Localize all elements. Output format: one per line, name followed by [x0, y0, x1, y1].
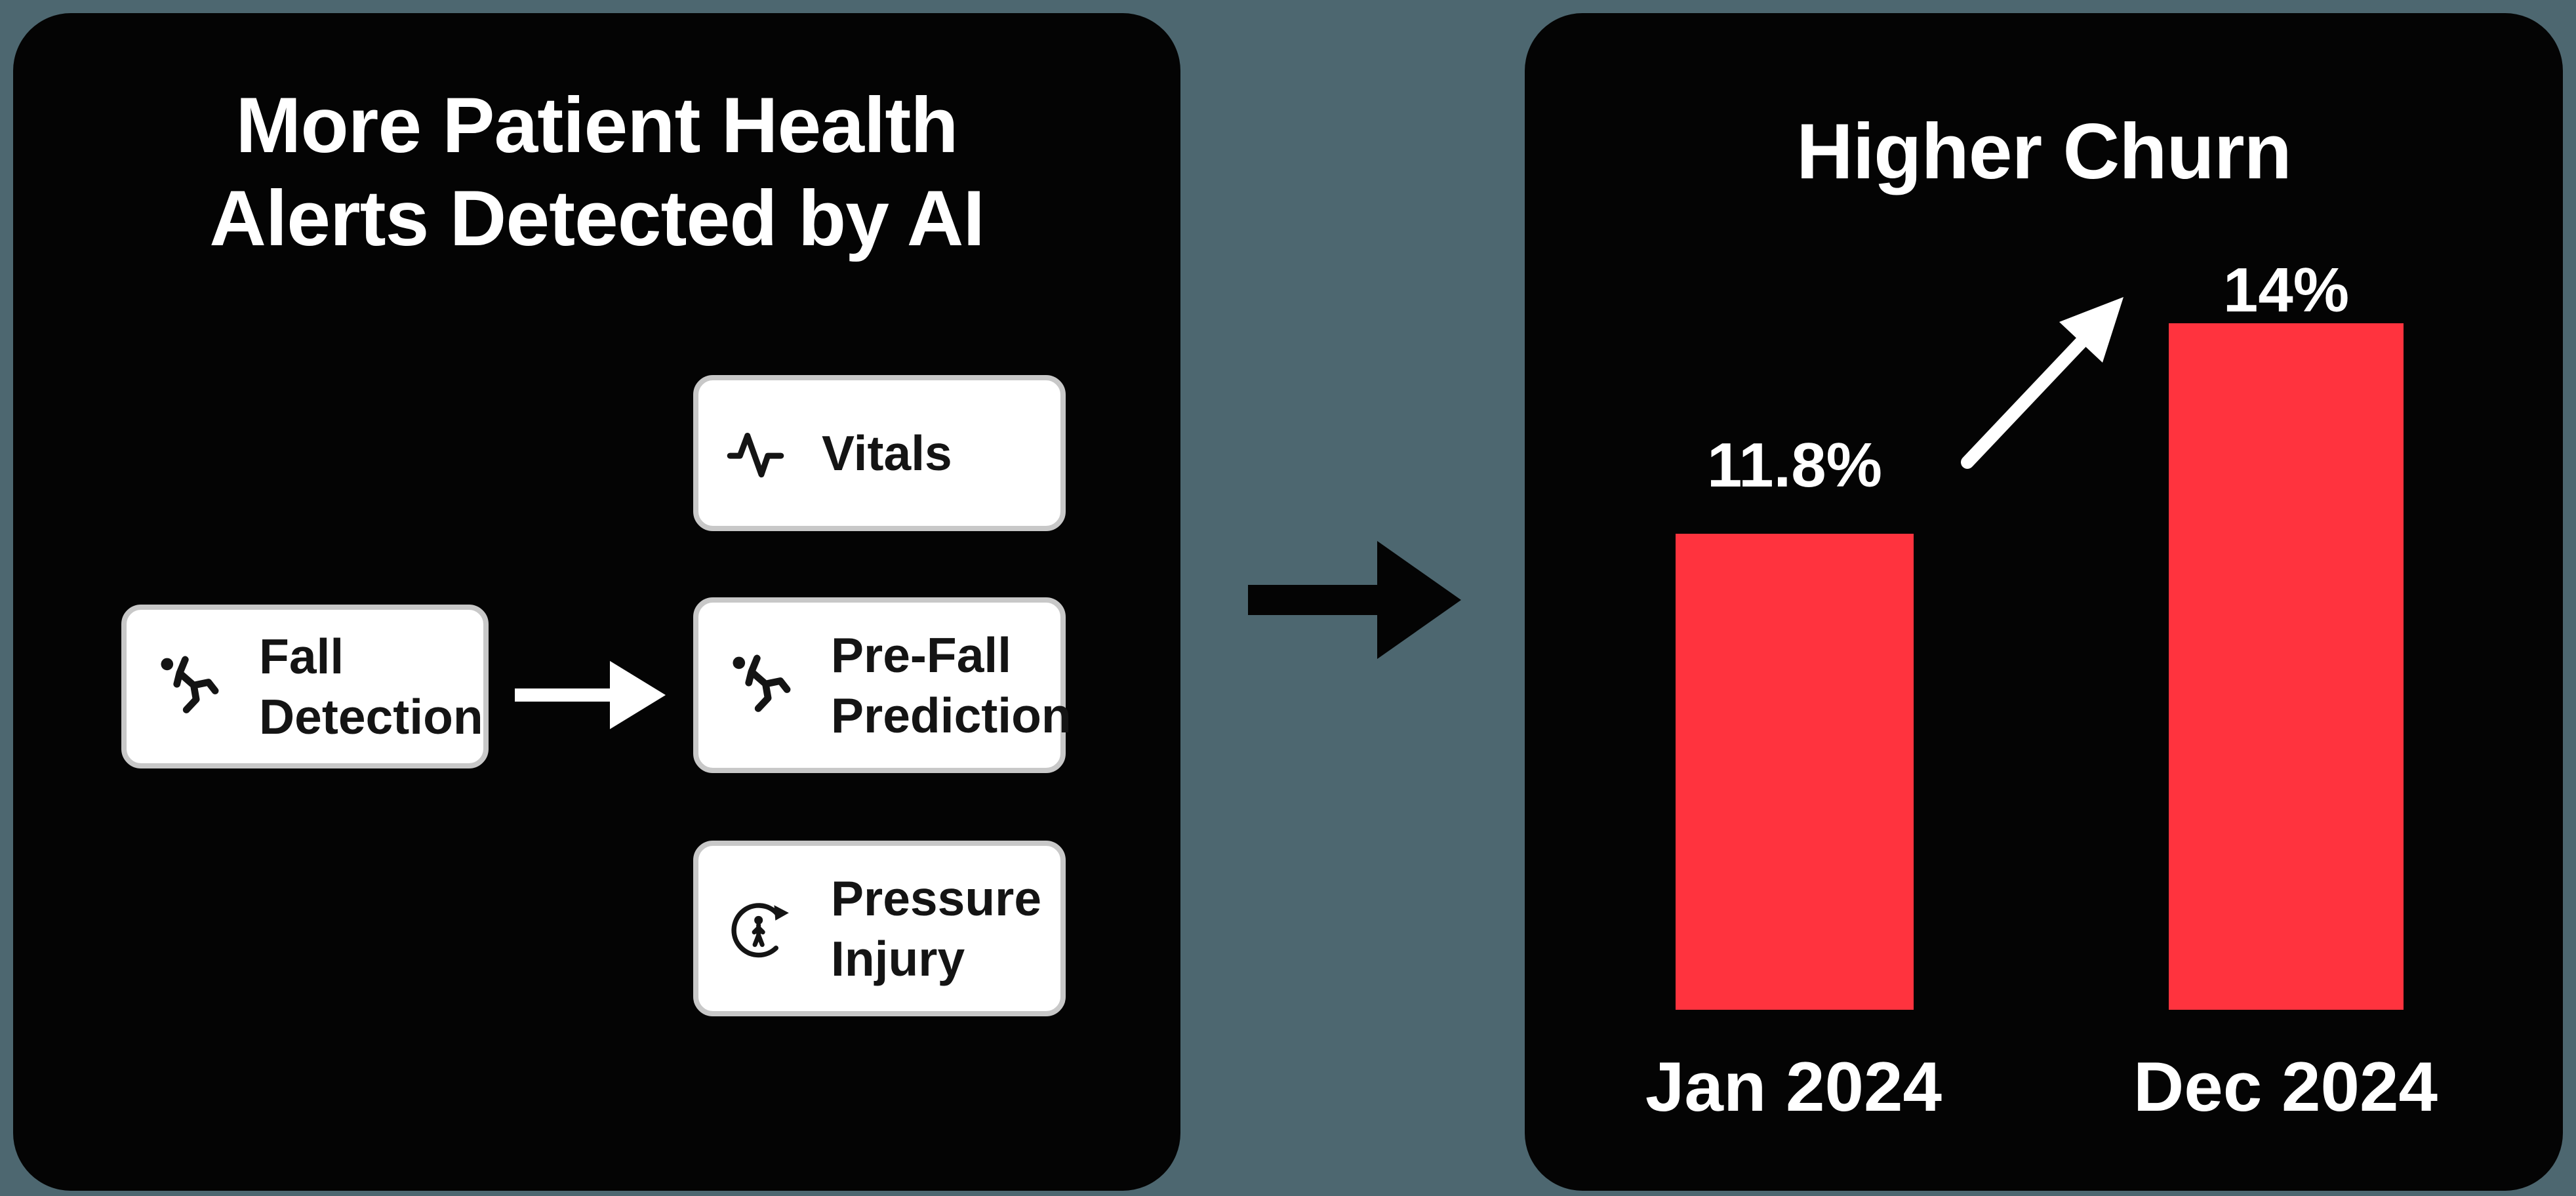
alerts-title-line2: Alerts Detected by AI	[209, 174, 985, 262]
alerts-panel: More Patient Health Alerts Detected by A…	[13, 13, 1180, 1191]
bar-jan-2024	[1676, 534, 1914, 1010]
pressure-injury-box: Pressure Injury	[693, 841, 1066, 1016]
pre-fall-prediction-box: Pre-Fall Prediction	[693, 597, 1072, 773]
churn-panel: Higher Churn 11.8% 14% Jan 2024 Dec 2024	[1525, 13, 2563, 1191]
trend-up-arrow-icon	[1961, 297, 2123, 469]
flow-arrow-right-icon	[515, 661, 666, 729]
value-label-dec: 14%	[2223, 255, 2350, 325]
alerts-title-line1: More Patient Health	[235, 81, 958, 169]
pre-fall-prediction-label: Pre-Fall Prediction	[831, 628, 1072, 743]
value-label-jan: 11.8%	[1707, 430, 1882, 500]
alerts-panel-title: More Patient Health Alerts Detected by A…	[13, 79, 1180, 265]
person-falling-icon	[733, 654, 791, 712]
vitals-label: Vitals	[822, 426, 952, 481]
bar-dec-2024	[2169, 323, 2404, 1010]
fall-detection-label: Fall Detection	[259, 629, 483, 744]
connector-arrow-right-icon	[1248, 541, 1461, 659]
pressure-injury-label: Pressure Injury	[831, 871, 1042, 986]
churn-panel-title: Higher Churn	[1796, 108, 2292, 195]
person-falling-icon	[161, 656, 219, 713]
vitals-box: Vitals	[693, 375, 1066, 531]
activity-pulse-icon	[727, 432, 784, 478]
patient-reposition-icon	[731, 903, 789, 958]
category-label-dec: Dec 2024	[2133, 1047, 2438, 1126]
fall-detection-box: Fall Detection	[121, 605, 489, 768]
category-label-jan: Jan 2024	[1645, 1047, 1942, 1126]
